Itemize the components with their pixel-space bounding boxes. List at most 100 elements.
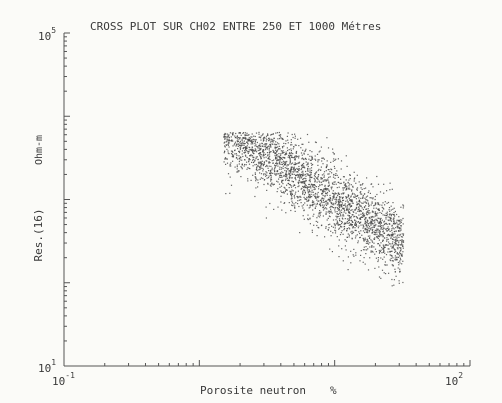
data-point: [366, 226, 368, 228]
data-point: [237, 140, 239, 142]
data-point: [242, 142, 244, 145]
data-point: [332, 190, 334, 192]
data-point: [395, 236, 397, 238]
data-point: [277, 165, 279, 167]
data-point: [257, 158, 259, 160]
data-point: [312, 200, 314, 202]
data-point: [288, 154, 290, 157]
data-point: [291, 173, 293, 175]
data-point: [392, 246, 394, 248]
data-point: [341, 248, 343, 250]
data-point: [353, 180, 355, 182]
data-point: [342, 200, 344, 202]
data-point: [399, 230, 401, 232]
data-point: [302, 193, 304, 195]
data-point: [329, 206, 331, 209]
data-point: [238, 137, 240, 139]
data-point: [301, 154, 303, 156]
data-point: [383, 256, 385, 258]
data-point: [260, 164, 263, 166]
data-point: [394, 222, 396, 224]
plot-frame: [63, 33, 470, 367]
data-point: [329, 223, 331, 225]
data-point: [283, 162, 285, 164]
data-point: [300, 168, 302, 171]
data-point: [289, 161, 291, 163]
data-point: [378, 266, 380, 268]
data-point: [310, 159, 312, 161]
data-point: [356, 225, 358, 227]
data-point: [306, 164, 308, 166]
data-point: [235, 153, 237, 155]
data-point: [377, 183, 380, 185]
data-point: [316, 181, 318, 183]
data-point: [262, 177, 264, 180]
data-point: [332, 196, 334, 198]
data-point: [323, 189, 325, 191]
data-point: [258, 163, 260, 165]
data-point: [371, 229, 373, 231]
data-point: [252, 174, 254, 176]
data-point: [295, 152, 297, 154]
data-point: [238, 151, 241, 154]
data-point: [298, 157, 300, 159]
data-point: [351, 190, 353, 192]
data-point: [371, 227, 373, 229]
data-point: [288, 177, 291, 179]
data-point: [246, 141, 248, 143]
data-point: [260, 177, 262, 179]
data-point: [362, 237, 364, 239]
data-point: [377, 225, 379, 227]
data-point: [323, 158, 325, 160]
data-point: [314, 176, 316, 178]
data-point: [377, 212, 379, 214]
data-point: [294, 137, 296, 139]
data-point: [258, 165, 260, 168]
data-point: [245, 134, 247, 136]
data-point: [392, 202, 394, 204]
data-point: [251, 139, 253, 141]
data-point: [340, 196, 342, 198]
data-point: [328, 210, 330, 212]
data-point: [255, 187, 257, 189]
data-point: [285, 153, 287, 155]
data-point: [269, 151, 271, 153]
data-point: [260, 152, 262, 154]
data-point: [265, 149, 267, 151]
data-point: [266, 143, 268, 145]
data-point: [240, 157, 242, 159]
data-point: [309, 175, 311, 178]
data-point: [245, 164, 247, 166]
data-point: [384, 261, 386, 263]
data-point: [399, 219, 401, 221]
data-point: [338, 224, 340, 226]
data-point: [302, 191, 304, 194]
data-point: [356, 201, 358, 203]
data-point: [343, 211, 345, 213]
data-point: [339, 219, 341, 221]
data-point: [254, 173, 256, 175]
data-point: [267, 158, 269, 160]
data-point: [305, 198, 308, 200]
data-point: [292, 148, 294, 150]
data-point: [224, 145, 226, 147]
data-point: [291, 200, 293, 202]
data-point: [275, 173, 277, 175]
data-point: [312, 158, 314, 160]
data-point: [350, 262, 352, 264]
data-point: [317, 215, 319, 217]
data-point: [365, 221, 367, 223]
data-point: [357, 210, 359, 212]
data-point: [284, 157, 286, 159]
data-point: [290, 172, 292, 174]
data-point: [252, 143, 254, 145]
data-point: [398, 236, 400, 238]
data-point: [381, 248, 384, 250]
data-point: [270, 179, 273, 181]
data-point: [268, 175, 270, 177]
data-point: [251, 155, 254, 157]
data-point: [386, 214, 388, 216]
data-point: [326, 189, 328, 191]
data-point: [225, 193, 227, 195]
data-point: [294, 169, 296, 171]
